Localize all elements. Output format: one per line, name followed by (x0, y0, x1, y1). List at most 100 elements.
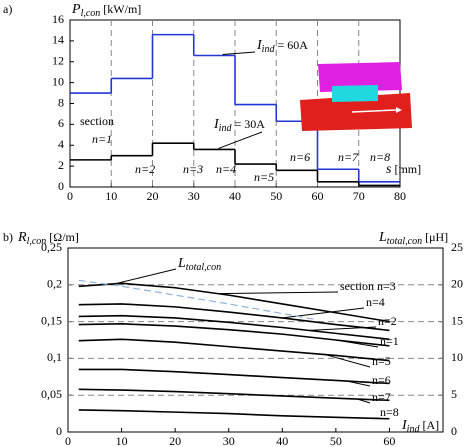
series-line (78, 314, 390, 341)
unit: [Ω/m] (49, 230, 79, 244)
series-label: Iind = 30A (213, 117, 265, 135)
section-label: n=2 (135, 162, 155, 176)
x-tick-label: 10 (105, 189, 117, 203)
x-tick-label: 80 (394, 189, 406, 203)
x-tick-label: 0 (65, 434, 71, 447)
unit: [kW/m] (103, 2, 141, 16)
subscript: l,con (27, 236, 47, 247)
symbol: I (213, 117, 220, 132)
y-tick-label: 0,1 (47, 350, 62, 364)
y-tick-label: 16 (52, 12, 64, 26)
series-label: n=5 (372, 354, 391, 368)
x-tick-label: 60 (383, 434, 395, 447)
series-line (78, 388, 390, 402)
leader-line (217, 291, 339, 295)
series-label: section n=3 (340, 279, 396, 293)
symbol: R (17, 230, 27, 245)
subscript: total,con (387, 236, 422, 247)
y-tick-label: 12 (52, 54, 64, 68)
inset-arrow-head (396, 107, 402, 113)
x-tick-label: 50 (330, 434, 342, 447)
y2-tick-label: 5 (451, 387, 457, 401)
section-label: n=4 (216, 162, 236, 176)
x-tick-label: 10 (116, 434, 128, 447)
y-axis-label: Rl,con [Ω/m] (17, 230, 79, 248)
leader-line (218, 131, 263, 149)
section-label: n=3 (183, 162, 203, 176)
symbol: L (378, 230, 387, 245)
section-label: n=7 (338, 150, 359, 164)
x-tick-label: 60 (312, 189, 324, 203)
y-tick-label: 0 (58, 179, 64, 193)
y-tick-label: 10 (52, 74, 64, 88)
unit: [μH] (425, 230, 448, 244)
inset-model (300, 62, 412, 131)
symbol: L (177, 256, 186, 271)
leader-line (325, 354, 371, 368)
y2-tick-label: 20 (451, 277, 463, 291)
y-tick-label: 0,2 (47, 277, 62, 291)
y-tick-label: 0,15 (41, 313, 62, 327)
y2-tick-label: 0 (451, 424, 457, 438)
y-axis-label: Pl,con [kW/m] (71, 2, 141, 20)
y2-tick-label: 25 (451, 240, 463, 254)
series-label: n=6 (372, 373, 391, 387)
y-tick-label: 2 (58, 158, 64, 172)
text: = 60A (277, 38, 308, 52)
series-label: n=7 (372, 390, 391, 404)
section-title: section (80, 114, 114, 128)
series-line (78, 409, 390, 420)
symbol: I (401, 418, 408, 433)
symbol: I (256, 38, 263, 53)
inset-core (332, 85, 378, 102)
series-line (78, 338, 390, 362)
series-line (78, 303, 390, 332)
x-tick-label: 0 (67, 189, 73, 203)
x-tick-label: 30 (223, 434, 235, 447)
series-line (78, 282, 390, 323)
leader-line (335, 339, 379, 348)
series-label: Ltotal,con (177, 256, 221, 273)
series-label: n=1 (380, 334, 399, 348)
x-tick-label: 30 (188, 189, 200, 203)
y-tick-label: 6 (58, 116, 64, 130)
section-label: n=5 (254, 170, 274, 184)
unit: [A] (422, 418, 439, 432)
section-label: n=8 (370, 150, 390, 164)
series-line (78, 323, 390, 347)
section-label: n=1 (92, 132, 112, 146)
series-line (78, 368, 390, 385)
series-label: Iind = 60A (256, 38, 308, 56)
panel-label: b) (3, 230, 13, 244)
y-tick-label: 8 (58, 95, 64, 109)
x-tick-label: 40 (229, 189, 241, 203)
x-axis-label: Iind [A] (401, 418, 439, 436)
symbol: s (386, 162, 392, 177)
plot-frame (67, 247, 444, 433)
subscript: l,con (81, 8, 101, 19)
subscript: total,con (186, 262, 221, 273)
y2-axis-label: Ltotal,con [μH] (378, 230, 448, 248)
subscript: ind (219, 123, 233, 134)
y-tick-label: 0,25 (41, 240, 62, 254)
x-tick-label: 20 (147, 189, 159, 203)
x-axis-label: s [mm] (386, 162, 421, 177)
y-tick-label: 0,05 (41, 387, 62, 401)
text: = 30A (234, 117, 265, 131)
subscript: ind (262, 44, 276, 55)
unit: [mm] (394, 162, 421, 176)
series-label: n=2 (378, 314, 397, 328)
leader-line (110, 268, 177, 286)
leader-line (346, 380, 371, 387)
section-label: n=6 (290, 150, 310, 164)
x-tick-label: 20 (169, 434, 181, 447)
leader-line (222, 51, 256, 55)
y-tick-label: 4 (58, 137, 64, 151)
leader-line (309, 326, 377, 331)
inset-top (318, 62, 402, 92)
panel-label: a) (3, 2, 12, 16)
leader-line (357, 398, 371, 404)
x-tick-label: 70 (353, 189, 365, 203)
symbol: P (71, 2, 81, 17)
